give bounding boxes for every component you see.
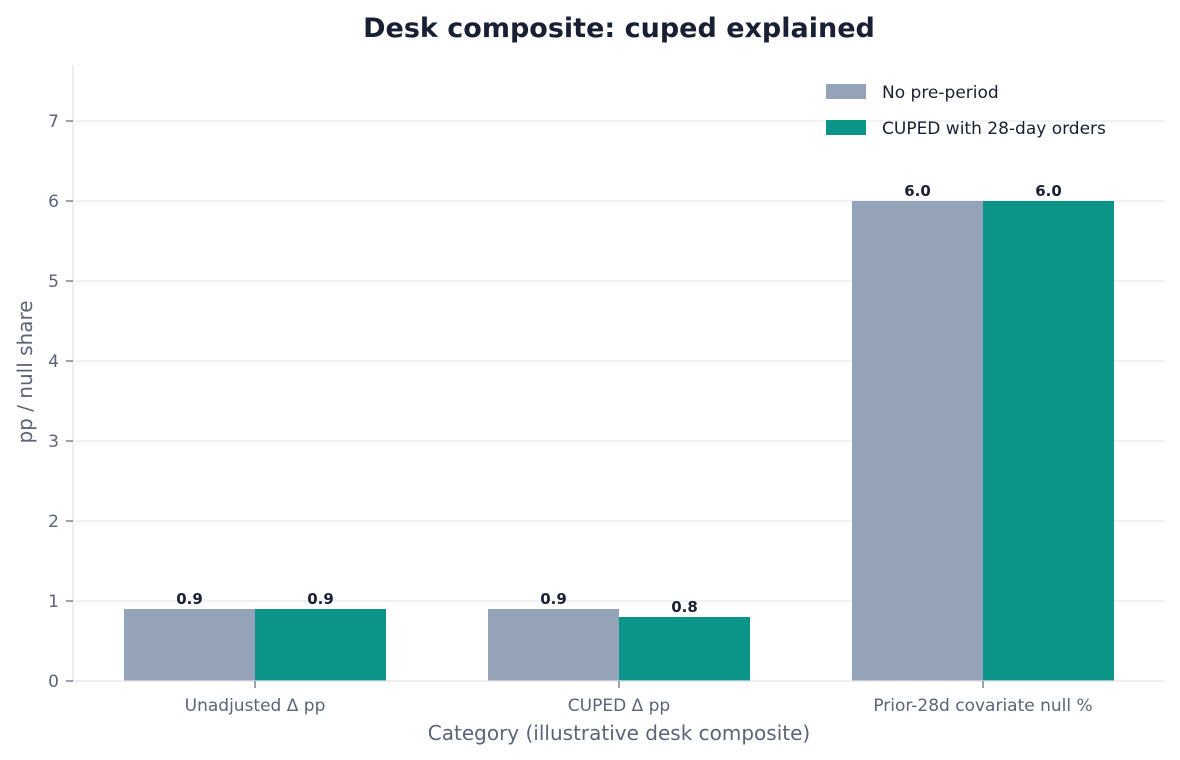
legend-swatch <box>826 84 866 99</box>
bar-value-label: 6.0 <box>1035 182 1062 200</box>
bar-value-label: 6.0 <box>904 182 931 200</box>
ticks: 0 1 2 3 4 5 6 7 Unadjusted Δ pp CUPED Δ pp Prior-2… <box>48 112 1093 716</box>
bar <box>255 609 387 681</box>
bar-value-label: 0.8 <box>671 598 698 616</box>
bar <box>983 201 1115 681</box>
bar-value-label: 0.9 <box>307 590 334 608</box>
y-tick-label: 4 <box>48 352 59 372</box>
y-tick-label: 5 <box>48 272 59 292</box>
bar-value-label: 0.9 <box>540 590 567 608</box>
chart-title: Desk composite: cuped explained <box>363 13 875 44</box>
y-tick-label: 1 <box>48 592 59 612</box>
bar-value-label: 0.9 <box>176 590 203 608</box>
legend-label: CUPED with 28-day orders <box>882 119 1106 139</box>
gridlines <box>73 120 1165 602</box>
y-tick-label: 3 <box>48 432 59 452</box>
x-tick-label: Prior-28d covariate null % <box>873 696 1092 716</box>
bar <box>487 609 619 681</box>
legend-label: No pre-period <box>882 83 999 103</box>
x-tick-label: Unadjusted Δ pp <box>185 696 326 716</box>
y-tick-label: 2 <box>48 512 59 532</box>
bar <box>851 201 983 681</box>
y-tick-label: 0 <box>48 672 59 692</box>
bar <box>123 609 256 681</box>
bar <box>619 617 751 681</box>
data-labels: 0.9 0.9 0.9 0.8 6.0 6.0 <box>176 182 1062 616</box>
y-tick-label: 7 <box>48 112 59 132</box>
y-tick-label: 6 <box>48 192 59 212</box>
x-axis-label: Category (illustrative desk composite) <box>428 721 810 745</box>
legend: No pre-period CUPED with 28-day orders <box>826 83 1106 139</box>
x-tick-label: CUPED Δ pp <box>568 696 670 716</box>
legend-swatch <box>826 120 866 135</box>
y-axis-label: pp / null share <box>13 300 37 443</box>
bars <box>123 201 1115 681</box>
